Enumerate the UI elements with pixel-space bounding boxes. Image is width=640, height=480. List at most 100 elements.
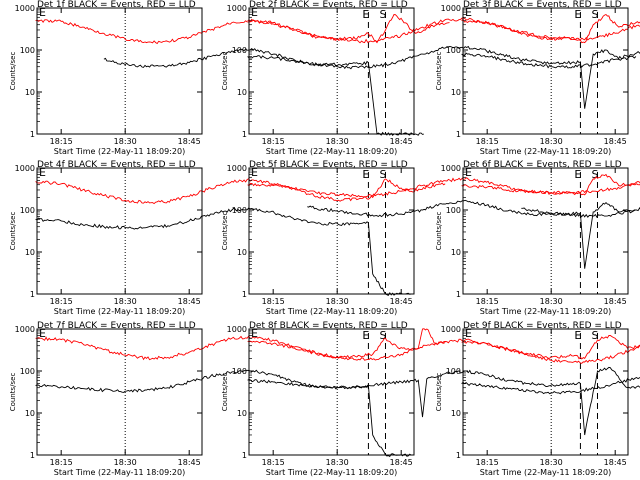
x-tick-label: 18:30 [114, 458, 137, 467]
marker-E: E [362, 8, 369, 21]
x-tick-label: 18:30 [326, 458, 349, 467]
y-tick-label: 10 [451, 248, 461, 257]
marker-S: S [591, 8, 598, 21]
chart-panel-1: Det 1f BLACK = Events, RED = LLD 1 10 100 10… [9, 0, 450, 156]
marker-S: S [379, 329, 386, 342]
y-tick-label: 1000 [441, 4, 461, 13]
series-line-lld [461, 18, 640, 42]
marker-E: E [362, 329, 369, 342]
marker-E: E [574, 168, 581, 181]
y-tick-label: 100 [446, 46, 461, 55]
chart-panel-6: Det 6f BLACK = Events, RED = LLD 1 10 100 10… [435, 160, 640, 316]
x-tick-label: 18:15 [262, 137, 285, 146]
x-tick-label: 18:15 [50, 137, 73, 146]
marker-E-left: E [39, 166, 46, 179]
chart-title: Det 3f BLACK = Events, RED = LLD [463, 0, 622, 10]
marker-E: E [574, 8, 581, 21]
y-tick-label: 10 [451, 409, 461, 418]
x-tick-label: 18:30 [114, 137, 137, 146]
y-axis-label: Counts/sec [435, 373, 443, 412]
x-axis-label: Start Time (22-May-11 18:09:20) [480, 147, 611, 156]
chart-panel-7: Det 7f BLACK = Events, RED = LLD 1 10 100 10… [9, 321, 446, 477]
x-tick-label: 18:45 [604, 297, 627, 306]
chart-title: Det 9f BLACK = Events, RED = LLD [463, 321, 622, 331]
y-tick-label: 1 [242, 290, 247, 299]
chart-title: Det 6f BLACK = Events, RED = LLD [463, 160, 622, 170]
y-axis-label: Counts/sec [9, 373, 17, 412]
plot-frame [462, 167, 629, 295]
marker-S: S [591, 329, 598, 342]
plot-frame [36, 7, 203, 135]
x-tick-label: 18:45 [390, 137, 413, 146]
series-line-lld [247, 173, 640, 198]
y-tick-label: 100 [232, 206, 247, 215]
series-line-events [461, 50, 640, 69]
marker-E: E [574, 329, 581, 342]
y-tick-label: 1000 [15, 325, 35, 334]
marker-E-left: E [251, 327, 258, 340]
series-line-events [247, 45, 637, 109]
x-axis-label: Start Time (22-May-11 18:09:20) [54, 147, 185, 156]
y-tick-label: 100 [20, 206, 35, 215]
y-tick-label: 1 [242, 130, 247, 139]
y-tick-label: 1000 [227, 4, 247, 13]
y-tick-label: 10 [237, 248, 247, 257]
x-tick-label: 18:45 [178, 297, 201, 306]
chart-panel-4: Det 4f BLACK = Events, RED = LLD 1 10 100 10… [9, 160, 446, 316]
x-tick-label: 18:30 [326, 137, 349, 146]
chart-title: Det 2f BLACK = Events, RED = LLD [249, 0, 408, 10]
plot-frame [36, 328, 203, 456]
series-line-lld [247, 13, 640, 44]
x-axis-label: Start Time (22-May-11 18:09:20) [480, 307, 611, 316]
x-tick-label: 18:15 [476, 458, 499, 467]
x-tick-label: 18:30 [114, 297, 137, 306]
x-tick-label: 18:30 [540, 137, 563, 146]
x-axis-label: Start Time (22-May-11 18:09:20) [266, 147, 397, 156]
x-tick-label: 18:15 [262, 297, 285, 306]
y-axis-label: Counts/sec [221, 212, 229, 251]
y-tick-label: 100 [232, 46, 247, 55]
y-tick-label: 100 [20, 46, 35, 55]
y-tick-label: 1000 [227, 325, 247, 334]
series-line-lld [461, 340, 640, 364]
chart-panel-8: Det 8f BLACK = Events, RED = LLD 1 10 100 10… [221, 321, 640, 477]
series-line-events [521, 206, 640, 218]
series-line-lld [35, 14, 450, 45]
y-tick-label: 10 [25, 88, 35, 97]
x-tick-label: 18:15 [476, 297, 499, 306]
x-tick-label: 18:45 [604, 458, 627, 467]
series-line-lld [35, 335, 446, 361]
x-axis-label: Start Time (22-May-11 18:09:20) [480, 468, 611, 477]
y-tick-label: 1 [456, 130, 461, 139]
chart-title: Det 8f BLACK = Events, RED = LLD [249, 321, 408, 331]
x-tick-label: 18:15 [50, 458, 73, 467]
marker-E-left: E [465, 327, 472, 340]
plot-frame [462, 7, 629, 135]
y-axis-label: Counts/sec [221, 373, 229, 412]
plot-frame [36, 167, 203, 295]
y-tick-label: 10 [237, 409, 247, 418]
marker-E: E [362, 168, 369, 181]
y-axis-label: Counts/sec [435, 52, 443, 91]
series-line-events [247, 366, 640, 436]
x-tick-label: 18:15 [50, 297, 73, 306]
marker-E-left: E [39, 327, 46, 340]
y-tick-label: 1 [30, 130, 35, 139]
y-tick-label: 100 [232, 367, 247, 376]
y-tick-label: 1000 [441, 325, 461, 334]
series-line-events [35, 207, 412, 296]
y-tick-label: 1000 [15, 164, 35, 173]
x-tick-label: 18:45 [390, 458, 413, 467]
x-axis-label: Start Time (22-May-11 18:09:20) [266, 307, 397, 316]
y-tick-label: 100 [446, 206, 461, 215]
series-line-lld [461, 183, 640, 195]
y-tick-label: 10 [237, 88, 247, 97]
series-line-lld [35, 178, 446, 205]
y-tick-label: 100 [20, 367, 35, 376]
marker-E-left: E [251, 166, 258, 179]
x-tick-label: 18:30 [540, 458, 563, 467]
series-line-events [461, 376, 640, 395]
marker-S: S [379, 168, 386, 181]
